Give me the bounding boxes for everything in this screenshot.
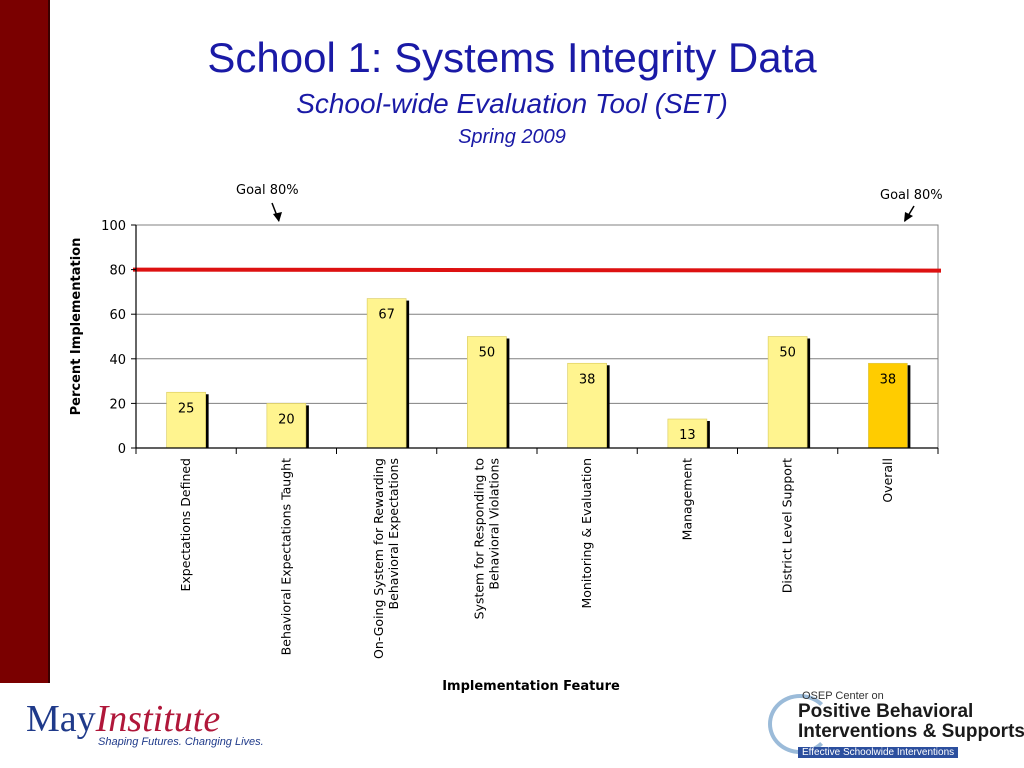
bar-chart: 0 20 40 60 80 100 25 Expectations Defined 20 Beha… xyxy=(69,202,942,694)
y-tick-label: 100 xyxy=(101,219,126,234)
y-tick-label: 20 xyxy=(109,397,126,412)
goal-arrowhead-left xyxy=(273,212,282,222)
bar-data-label: 38 xyxy=(880,372,897,387)
may-logo-institute: Institute xyxy=(95,698,221,740)
bar-data-label: 38 xyxy=(579,372,596,387)
bar xyxy=(567,362,607,449)
bar-data-label: 25 xyxy=(178,401,195,416)
sidebar-bar xyxy=(0,0,50,683)
x-category-label: District Level Support xyxy=(780,458,795,593)
x-category-label: Behavioral Expectations Taught xyxy=(278,458,293,655)
bar-data-label: 50 xyxy=(479,346,496,361)
bar xyxy=(667,418,708,449)
may-institute-logo: MayInstitute Shaping Futures. Changing L… xyxy=(26,700,264,748)
y-tick-label: 60 xyxy=(109,308,126,323)
osep-pbis-logo: OSEP Center on Positive Behavioral Inter… xyxy=(768,690,1024,760)
x-category-label: Expectations Defined xyxy=(178,458,193,592)
y-tick-label: 0 xyxy=(118,442,126,457)
bar-data-label: 50 xyxy=(779,346,796,361)
bar xyxy=(366,298,407,449)
page-date: Spring 2009 xyxy=(458,126,566,148)
may-logo-tagline: Shaping Futures. Changing Lives. xyxy=(98,736,264,748)
bar xyxy=(266,403,307,449)
plot-area xyxy=(135,224,939,449)
x-category-label: System for Responding to xyxy=(471,458,486,619)
bar xyxy=(467,336,507,449)
may-logo-may: May xyxy=(26,698,96,740)
osep-logo-line2: Interventions & Supports xyxy=(798,721,1024,742)
x-category-label: Management xyxy=(679,458,694,540)
bar xyxy=(868,362,908,449)
y-tick-label: 40 xyxy=(109,353,126,368)
bar-data-label: 13 xyxy=(679,428,696,443)
goal-note-right: Goal 80% xyxy=(880,188,943,203)
bar xyxy=(166,391,206,449)
x-category-label: On-Going System for Rewarding xyxy=(371,458,386,659)
y-axis-title: Percent Implementation xyxy=(69,238,84,416)
osep-logo-top: OSEP Center on xyxy=(802,690,884,702)
y-tick-label: 80 xyxy=(109,264,126,279)
bar-data-label: 20 xyxy=(278,412,295,427)
x-category-label: Behavioral Violations xyxy=(486,458,501,590)
x-category-label: Behavioral Expectations xyxy=(386,458,401,609)
goal-arrowhead-right xyxy=(904,212,913,222)
bar-data-label: 67 xyxy=(378,308,395,323)
page-subtitle: School-wide Evaluation Tool (SET) xyxy=(296,88,728,119)
goal-note-left: Goal 80% xyxy=(236,183,299,198)
x-category-label: Monitoring & Evaluation xyxy=(579,458,594,609)
osep-logo-bottom: Effective Schoolwide Interventions xyxy=(798,747,959,758)
goal-line xyxy=(132,267,942,273)
x-axis-title: Implementation Feature xyxy=(442,679,620,694)
x-category-label: Overall xyxy=(880,458,895,503)
bar xyxy=(767,336,808,449)
osep-logo-line1: Positive Behavioral xyxy=(798,701,974,722)
page-title: School 1: Systems Integrity Data xyxy=(207,34,817,81)
